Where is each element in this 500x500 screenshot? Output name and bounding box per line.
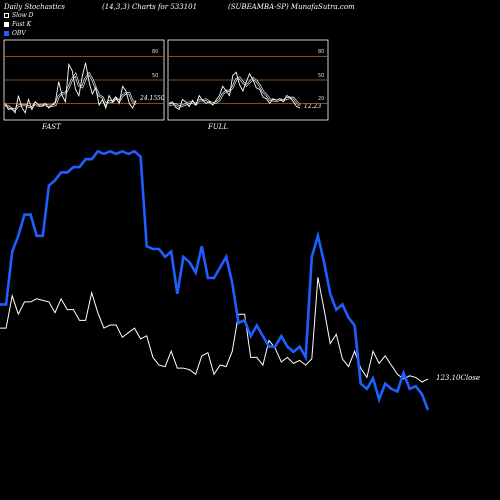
- legend-swatch-slow-d: [4, 13, 9, 18]
- legend-item-fast-k: Fast K: [4, 21, 31, 28]
- full-panel-title: FULL: [207, 123, 228, 131]
- fast-stochastic-panel: FAST 80 50 24.15 50: [3, 39, 165, 131]
- fast-fast-k-line: [4, 62, 137, 114]
- chart-source: (SUBEAMBA-SP) MunafaSutra.com: [228, 3, 355, 11]
- full-tick-80: 80: [318, 49, 324, 55]
- full-last-value: 12.23: [304, 103, 321, 110]
- legend-label-slow-d: Slow D: [12, 12, 34, 19]
- legend-swatch-obv: [4, 31, 9, 36]
- obv-line: [0, 149, 430, 411]
- legend-item-slow-d: Slow D: [4, 12, 34, 19]
- full-stochastic-panel: FULL 80 50 20 12.23: [167, 39, 329, 131]
- close-last-value: 123.10Close: [436, 374, 480, 382]
- full-tick-20: 20: [318, 96, 324, 102]
- fast-last-suffix: 50: [157, 95, 165, 102]
- fast-last-value: 24.15: [139, 95, 157, 102]
- chart-subtitle: (14,3,3) Charts for 533101: [102, 3, 198, 11]
- close-last-number: 123.10: [436, 374, 461, 382]
- fast-panel-title: FAST: [41, 123, 62, 131]
- close-last-suffix: Close: [461, 374, 481, 382]
- fast-slow-d-outline: [4, 71, 137, 111]
- full-tick-50: 50: [318, 73, 324, 79]
- full-fast-k-line: [168, 71, 301, 111]
- chart-title: Daily Stochastics: [4, 3, 66, 11]
- legend-label-obv: OBV: [12, 30, 26, 37]
- legend-item-obv: OBV: [4, 30, 26, 37]
- fast-tick-80: 80: [152, 49, 158, 55]
- legend-swatch-fast-k: [4, 22, 9, 27]
- fast-tick-50: 50: [152, 73, 158, 79]
- legend-label-fast-k: Fast K: [12, 21, 32, 28]
- price-obv-panel: 123.10Close: [0, 149, 480, 411]
- close-price-line: [0, 277, 429, 383]
